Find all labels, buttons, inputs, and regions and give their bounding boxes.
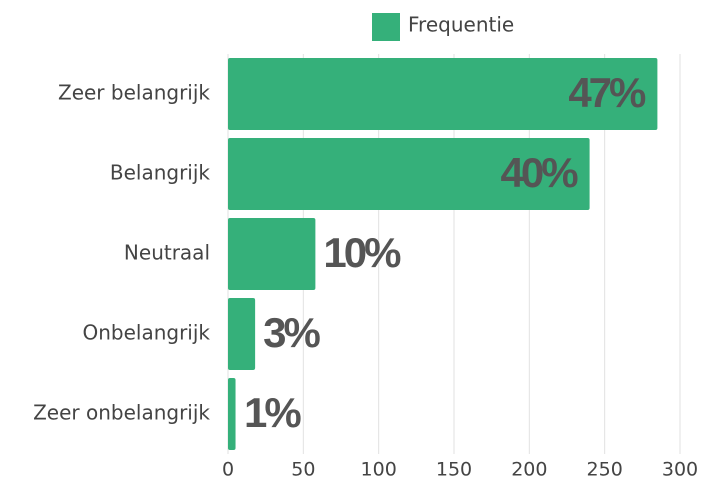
y-tick-label: Zeer belangrijk bbox=[58, 81, 210, 105]
data-label: 47% bbox=[568, 69, 646, 116]
x-tick-label: 50 bbox=[291, 459, 315, 481]
legend-swatch bbox=[372, 13, 400, 41]
bar bbox=[228, 218, 316, 290]
x-tick-label: 100 bbox=[361, 459, 397, 481]
legend-label: Frequentie bbox=[408, 13, 514, 37]
x-tick-label: 200 bbox=[511, 459, 547, 481]
x-tick-label: 300 bbox=[662, 459, 698, 481]
data-label: 10% bbox=[323, 229, 401, 276]
bar bbox=[228, 138, 590, 210]
bar bbox=[228, 58, 658, 130]
y-tick-label: Neutraal bbox=[124, 241, 210, 265]
x-tick-label: 250 bbox=[587, 459, 623, 481]
data-label: 1% bbox=[244, 389, 301, 436]
bar bbox=[228, 298, 256, 370]
y-tick-label: Onbelangrijk bbox=[82, 321, 210, 345]
data-label: 3% bbox=[263, 309, 320, 356]
bar bbox=[228, 378, 236, 450]
x-tick-label: 150 bbox=[436, 459, 472, 481]
y-tick-label: Belangrijk bbox=[110, 161, 211, 185]
y-tick-label: Zeer onbelangrijk bbox=[33, 401, 210, 425]
x-tick-label: 0 bbox=[222, 459, 234, 481]
data-label: 40% bbox=[501, 149, 579, 196]
